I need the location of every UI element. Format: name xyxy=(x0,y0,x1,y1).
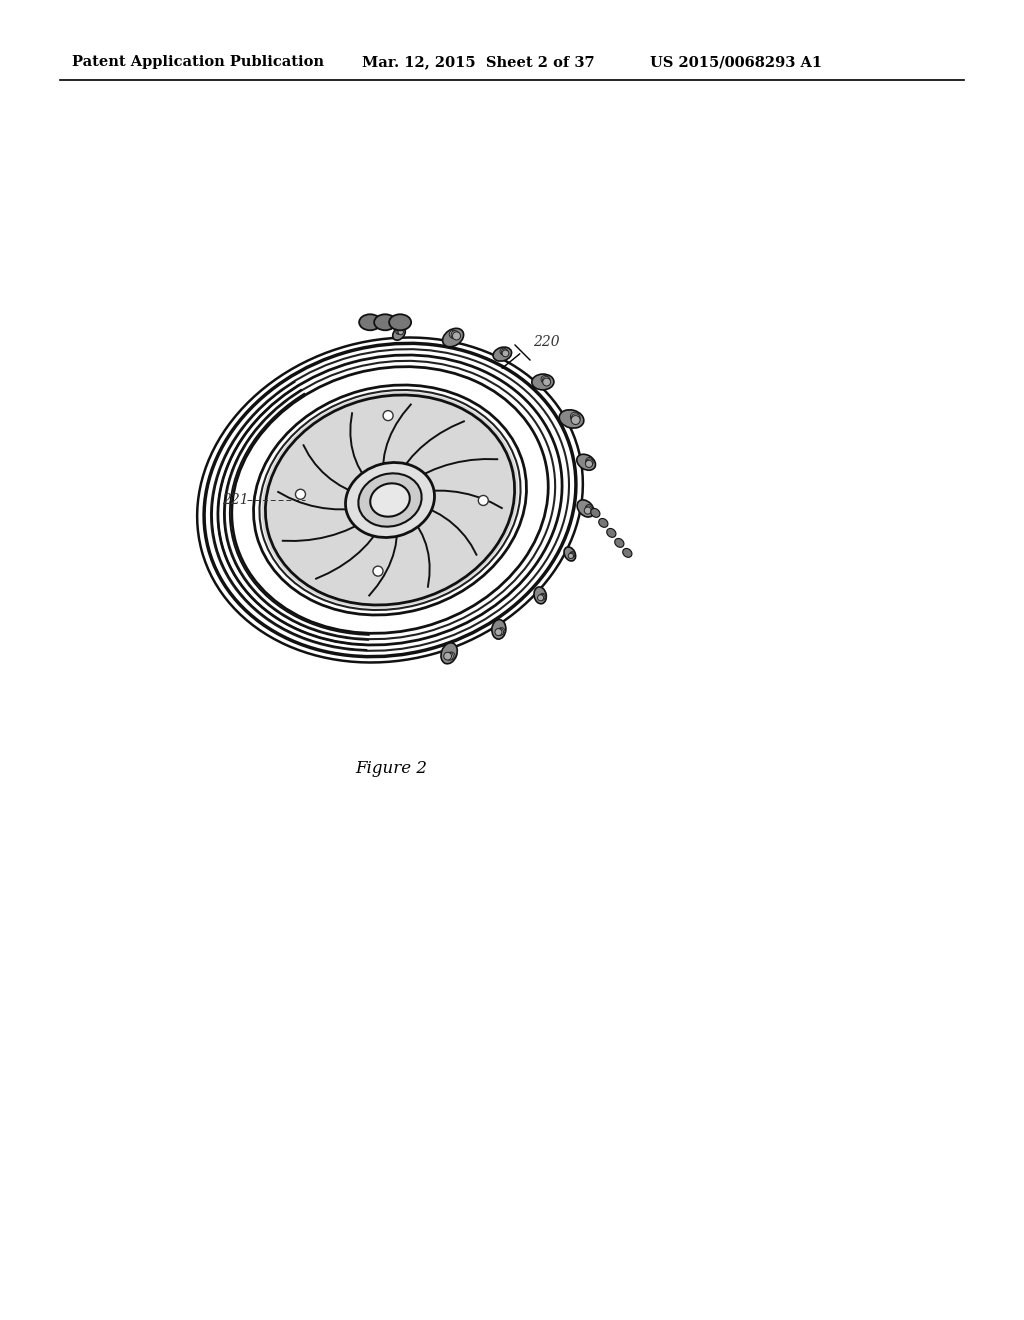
Circle shape xyxy=(541,375,549,383)
Ellipse shape xyxy=(371,483,410,516)
Ellipse shape xyxy=(564,546,575,561)
Circle shape xyxy=(570,412,580,421)
Circle shape xyxy=(586,458,593,465)
Circle shape xyxy=(373,566,383,576)
Ellipse shape xyxy=(492,619,506,639)
Ellipse shape xyxy=(614,539,624,548)
Circle shape xyxy=(586,459,593,466)
Circle shape xyxy=(568,553,573,558)
Ellipse shape xyxy=(441,643,458,664)
Circle shape xyxy=(478,495,488,506)
Ellipse shape xyxy=(374,314,396,330)
Circle shape xyxy=(450,330,458,338)
Circle shape xyxy=(453,331,461,341)
Ellipse shape xyxy=(577,454,596,470)
Circle shape xyxy=(398,330,403,335)
Circle shape xyxy=(451,331,459,339)
Ellipse shape xyxy=(607,528,616,537)
Circle shape xyxy=(585,507,591,513)
Ellipse shape xyxy=(358,474,422,527)
Text: 221: 221 xyxy=(222,492,249,507)
Circle shape xyxy=(586,504,593,512)
Ellipse shape xyxy=(393,327,406,341)
Circle shape xyxy=(586,461,593,467)
Circle shape xyxy=(569,552,575,557)
Circle shape xyxy=(383,411,393,421)
Circle shape xyxy=(296,490,305,499)
Circle shape xyxy=(500,348,507,355)
Circle shape xyxy=(540,593,546,599)
Circle shape xyxy=(571,416,580,425)
Text: Mar. 12, 2015  Sheet 2 of 37: Mar. 12, 2015 Sheet 2 of 37 xyxy=(362,55,595,69)
Text: Figure 2: Figure 2 xyxy=(355,760,427,777)
Circle shape xyxy=(585,506,592,513)
Circle shape xyxy=(539,594,545,601)
Circle shape xyxy=(538,595,544,601)
Ellipse shape xyxy=(531,374,554,389)
Ellipse shape xyxy=(494,347,512,362)
Text: 220: 220 xyxy=(534,335,560,348)
Circle shape xyxy=(395,329,401,334)
Ellipse shape xyxy=(623,548,632,557)
Ellipse shape xyxy=(578,500,594,517)
Circle shape xyxy=(445,652,454,660)
Ellipse shape xyxy=(389,314,411,330)
Circle shape xyxy=(495,628,502,636)
Ellipse shape xyxy=(442,329,464,347)
Ellipse shape xyxy=(599,519,608,527)
Text: US 2015/0068293 A1: US 2015/0068293 A1 xyxy=(650,55,822,69)
Circle shape xyxy=(447,652,455,660)
Circle shape xyxy=(502,348,508,355)
Circle shape xyxy=(569,553,574,558)
Circle shape xyxy=(543,376,550,384)
Ellipse shape xyxy=(559,409,584,428)
Ellipse shape xyxy=(345,462,434,537)
Ellipse shape xyxy=(591,508,600,517)
Ellipse shape xyxy=(359,314,381,330)
Circle shape xyxy=(543,378,551,385)
Circle shape xyxy=(443,652,452,660)
Ellipse shape xyxy=(534,587,547,603)
Circle shape xyxy=(498,627,505,635)
Circle shape xyxy=(397,329,402,334)
Circle shape xyxy=(497,628,504,635)
Ellipse shape xyxy=(261,392,518,609)
Circle shape xyxy=(571,414,581,422)
Text: Patent Application Publication: Patent Application Publication xyxy=(72,55,324,69)
Circle shape xyxy=(502,350,509,356)
